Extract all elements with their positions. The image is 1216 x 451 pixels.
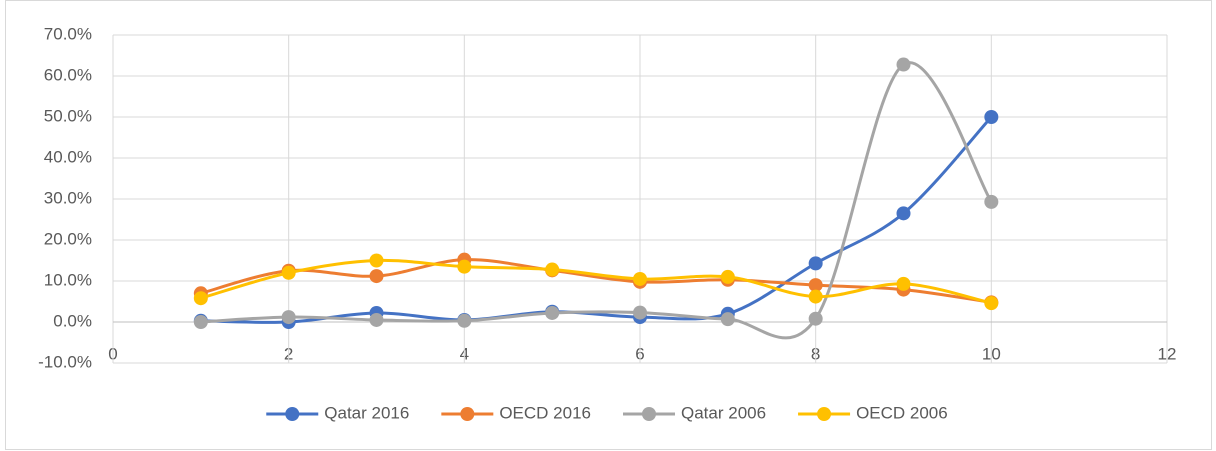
y-tick-label: 40.0%	[44, 147, 92, 166]
legend-marker	[460, 407, 475, 421]
legend-label: Qatar 2006	[681, 403, 766, 422]
point	[808, 311, 823, 326]
legend-marker	[642, 407, 656, 421]
point	[984, 296, 999, 311]
series-line	[200, 258, 992, 305]
legend-marker	[285, 407, 300, 421]
point	[720, 269, 735, 284]
point	[896, 206, 911, 221]
point	[545, 262, 560, 277]
legend-label: Qatar 2016	[324, 403, 409, 422]
y-tick-label: 30.0%	[44, 188, 92, 207]
y-tick-label: -10.0%	[38, 352, 92, 371]
point	[720, 312, 735, 327]
point	[193, 291, 208, 306]
point	[808, 278, 823, 293]
point	[457, 313, 472, 328]
point	[808, 256, 823, 271]
point	[808, 289, 823, 304]
y-tick-label: 60.0%	[44, 65, 92, 84]
series-line	[200, 115, 993, 324]
legend-marker	[817, 407, 832, 421]
point	[369, 312, 384, 327]
series-line	[200, 258, 992, 304]
y-tick-label: 20.0%	[44, 229, 92, 248]
point	[633, 271, 647, 286]
chart-frame	[5, 0, 1212, 450]
legend-label: OECD 2016	[499, 403, 591, 422]
point	[545, 305, 560, 320]
y-tick-label: 50.0%	[44, 106, 92, 125]
point	[896, 57, 911, 72]
y-tick-label: 10.0%	[44, 270, 92, 289]
point	[896, 276, 911, 291]
point	[193, 315, 208, 329]
point	[984, 194, 999, 209]
point	[984, 110, 999, 124]
y-tick-label: 70.0%	[44, 24, 92, 43]
legend-label: OECD 2006	[856, 403, 948, 422]
point	[281, 265, 296, 280]
point	[369, 269, 384, 284]
point	[633, 305, 647, 320]
point	[457, 259, 472, 274]
point	[369, 253, 384, 268]
point	[281, 310, 296, 325]
y-tick-label: 0.0%	[53, 311, 92, 330]
